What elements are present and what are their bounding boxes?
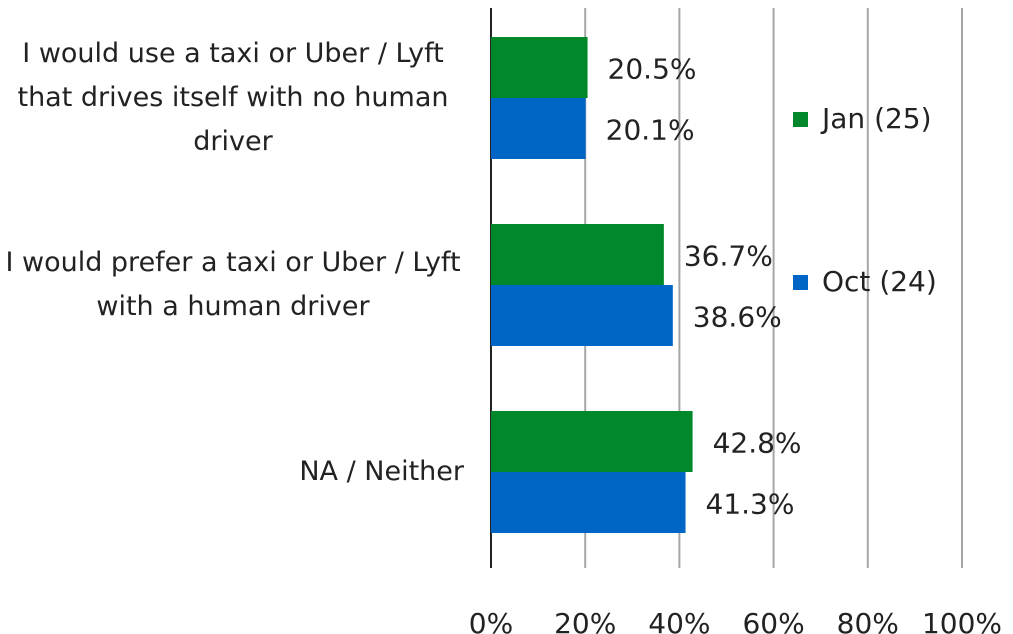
category-text: I would prefer a taxi or Uber / Lyft wit…	[5, 247, 461, 322]
data-label: 38.6%	[693, 301, 782, 334]
bar	[491, 98, 586, 159]
legend-label: Jan (25)	[820, 102, 932, 135]
category-text: NA / Neither	[299, 456, 464, 487]
x-tick-label: 100%	[922, 607, 1002, 634]
bar	[491, 411, 693, 472]
bar	[491, 472, 686, 533]
legend-swatch	[793, 275, 808, 290]
data-label: 20.5%	[608, 53, 697, 86]
bar	[491, 285, 673, 346]
bar	[491, 224, 664, 285]
x-tick-label: 0%	[469, 607, 513, 634]
data-label: 20.1%	[606, 114, 695, 147]
x-tick-label: 20%	[554, 607, 616, 634]
legend-label: Oct (24)	[822, 265, 937, 298]
data-label: 42.8%	[713, 427, 802, 460]
data-label: 41.3%	[706, 488, 795, 521]
data-label: 36.7%	[684, 240, 773, 273]
bar	[491, 37, 588, 98]
category-label: I would use a taxi or Uber / Lyft that d…	[0, 32, 464, 164]
category-text: I would use a taxi or Uber / Lyft that d…	[17, 38, 449, 157]
x-tick-label: 40%	[648, 607, 710, 634]
category-label: I would prefer a taxi or Uber / Lyft wit…	[0, 241, 464, 329]
legend-swatch	[793, 112, 808, 127]
x-tick-label: 60%	[742, 607, 804, 634]
category-label: NA / Neither	[0, 450, 464, 494]
x-tick-label: 80%	[837, 607, 899, 634]
